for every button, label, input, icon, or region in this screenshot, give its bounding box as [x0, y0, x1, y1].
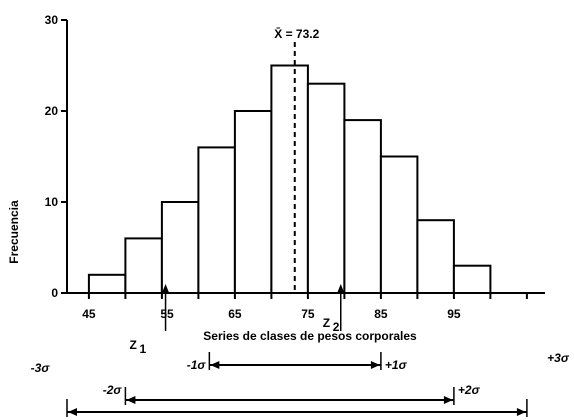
sd-interval-label: -2σ — [103, 383, 123, 397]
bars — [87, 64, 492, 295]
y-tick-label: 20 — [45, 104, 59, 118]
x-tick-label: 45 — [82, 307, 96, 321]
histogram-bar — [160, 201, 200, 294]
histogram-bar — [197, 146, 236, 294]
x-axis-label: Series de clases de pesos corporales — [203, 329, 417, 343]
x-ticks: 45 55 65 75 85 95 — [82, 293, 528, 321]
histogram-bar — [306, 82, 346, 294]
z-marker-arrow — [336, 284, 345, 294]
x-tick-label: 55 — [160, 307, 174, 321]
mean-label: X̄ = 73.2 — [274, 27, 319, 41]
z-marker-subscript: 2 — [333, 320, 340, 334]
y-tick-label: 0 — [51, 286, 58, 300]
histogram-bar — [343, 119, 382, 294]
sd-interval-label: +1σ — [385, 358, 408, 372]
sd-arrowhead — [443, 396, 453, 404]
histogram-bar — [233, 110, 273, 294]
sd-interval-label: -1σ — [187, 358, 207, 372]
x-tick-label: 95 — [447, 307, 461, 321]
sd-interval-label: -3σ — [31, 361, 51, 375]
sd-arrowhead — [126, 396, 136, 404]
z-marker-arrow — [161, 284, 170, 294]
y-ticks: 0 10 20 30 — [45, 13, 67, 300]
y-tick-label: 30 — [45, 13, 59, 27]
sd-interval-label: +3σ — [547, 351, 570, 365]
x-tick-label: 85 — [374, 307, 388, 321]
histogram-bar — [87, 273, 127, 294]
histogram-bar — [270, 64, 309, 294]
z-marker-label: Z — [130, 338, 137, 352]
sd-arrowhead — [68, 408, 77, 416]
sd-arrowhead — [210, 361, 220, 369]
x-tick-label: 65 — [228, 307, 242, 321]
x-tick-label: 75 — [301, 307, 315, 321]
z-marker-label: Z — [323, 316, 330, 330]
histogram-bar — [379, 155, 419, 294]
sd-intervals: -1σ +1σ -2σ +2σ -3σ +3σ — [31, 351, 570, 417]
mean-group: X̄ = 73.2 — [274, 27, 320, 293]
sd-interval-label: +2σ — [458, 383, 481, 397]
z-marker-subscript: 1 — [140, 342, 147, 356]
z-markers: Z 1Z 2 — [130, 284, 345, 356]
y-tick-label: 10 — [45, 195, 59, 209]
sd-arrowhead — [370, 361, 380, 369]
histogram-bar — [416, 219, 455, 294]
histogram-bar — [452, 264, 492, 295]
sd-arrowhead — [516, 408, 526, 416]
y-axis-label: Frecuencia — [7, 200, 21, 264]
histogram-bar — [124, 237, 163, 294]
